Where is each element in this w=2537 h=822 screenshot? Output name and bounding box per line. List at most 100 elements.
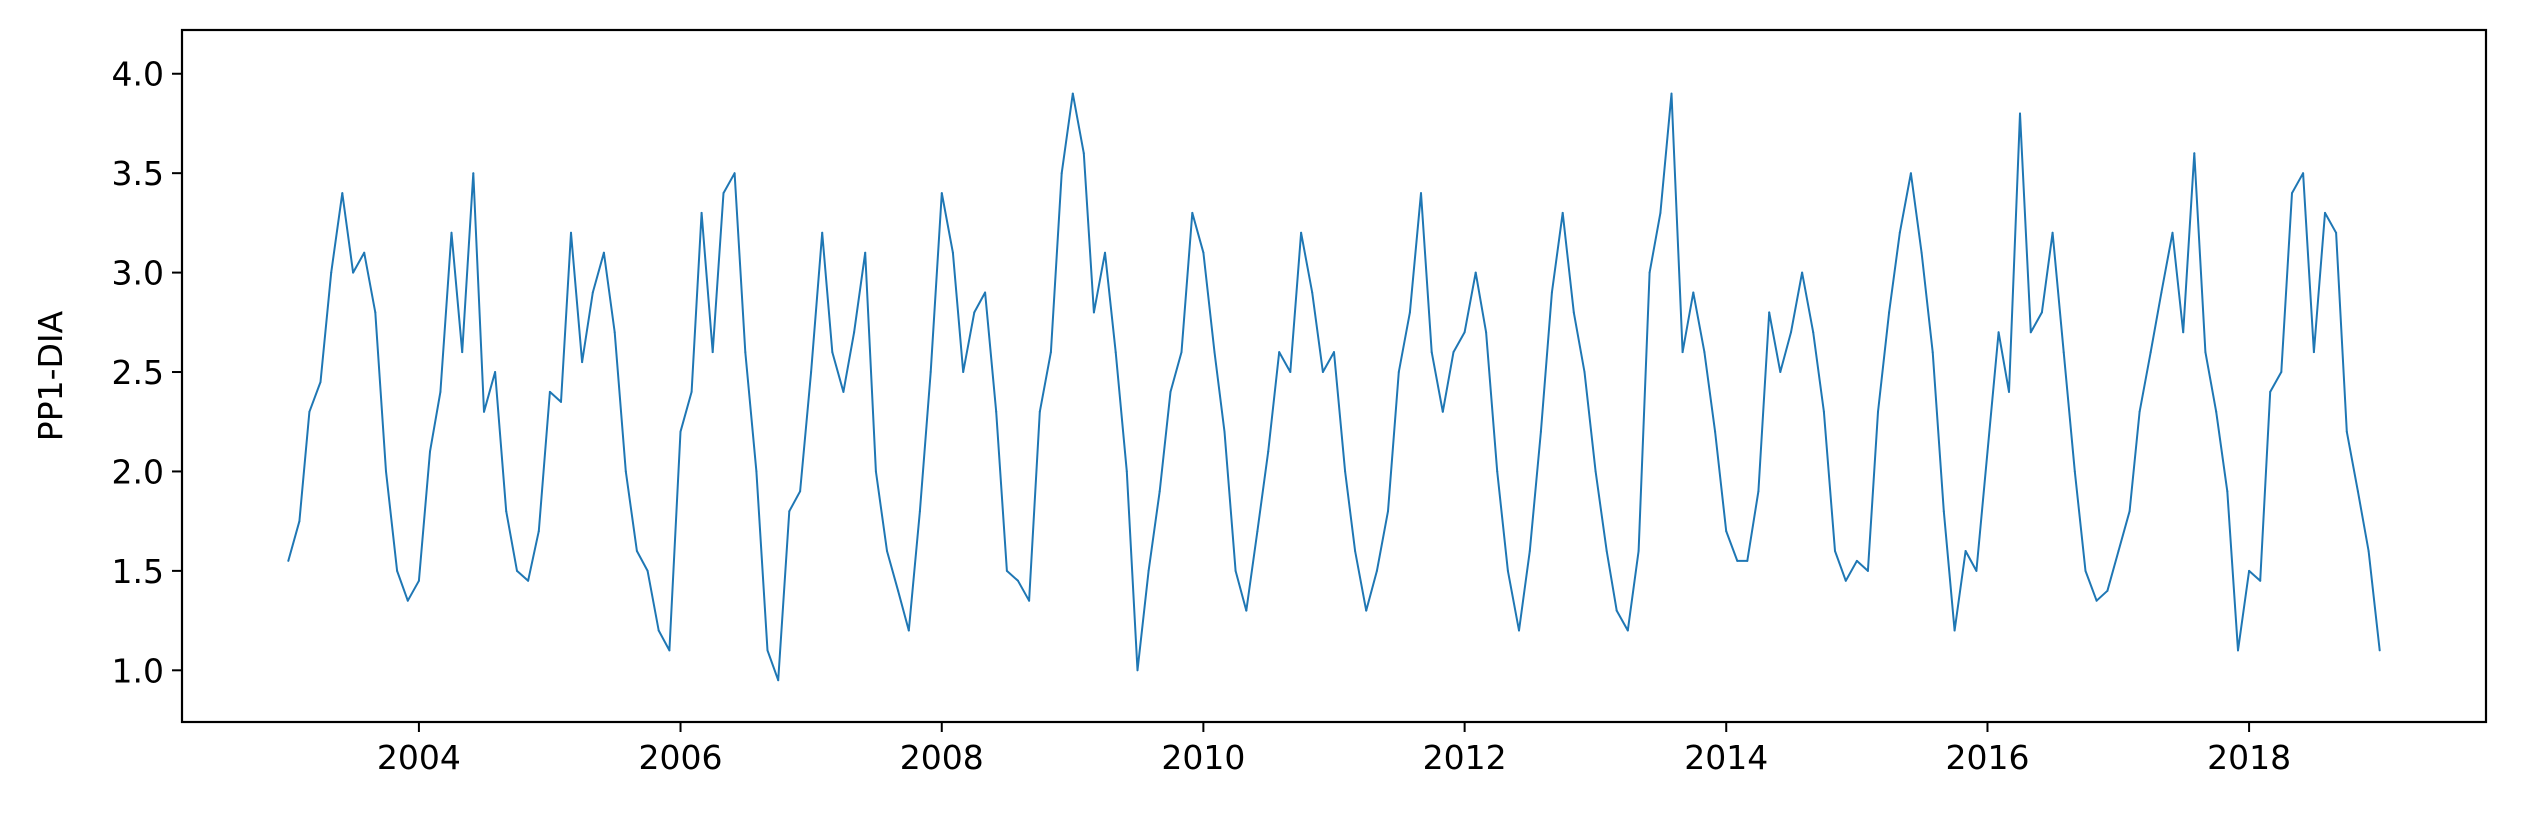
data-point <box>1136 669 1139 672</box>
data-point <box>2149 351 2152 354</box>
data-point <box>2029 331 2032 334</box>
data-point <box>429 450 431 453</box>
data-point <box>1703 351 1706 354</box>
data-point <box>1605 550 1608 552</box>
data-point <box>1213 351 1216 354</box>
x-tick-label: 2010 <box>1161 738 1245 777</box>
data-point <box>799 490 802 493</box>
data-point <box>461 351 464 354</box>
data-point <box>2367 550 2370 552</box>
x-tick-label: 2016 <box>1945 738 2029 777</box>
data-point <box>2226 490 2229 493</box>
data-point <box>2040 311 2043 314</box>
data-point <box>2051 231 2054 234</box>
data-point <box>733 172 736 175</box>
y-tick-label: 3.0 <box>112 254 164 293</box>
y-tick-label: 1.0 <box>112 651 164 690</box>
data-point <box>1321 371 1324 373</box>
data-point <box>1180 351 1183 354</box>
data-point <box>711 351 714 354</box>
data-point <box>1060 172 1063 175</box>
data-point <box>1986 450 1989 453</box>
data-point <box>810 371 813 373</box>
data-point <box>527 579 530 582</box>
data-point <box>1354 550 1357 552</box>
data-point <box>744 351 747 354</box>
data-point <box>1681 351 1684 354</box>
data-point <box>1344 470 1347 473</box>
data-point <box>352 271 355 274</box>
data-point <box>1092 311 1095 314</box>
data-point <box>591 291 594 294</box>
data-point <box>1506 569 1509 572</box>
data-point <box>1267 450 1270 453</box>
data-point <box>1256 530 1259 533</box>
data-point <box>1920 251 1923 254</box>
data-point <box>1408 311 1411 314</box>
data-point <box>679 430 682 433</box>
data-point <box>1790 331 1792 334</box>
x-tick-label: 2012 <box>1423 738 1507 777</box>
data-point <box>766 649 769 652</box>
data-point <box>821 231 824 234</box>
data-point <box>1518 629 1520 632</box>
data-point <box>853 331 856 334</box>
data-point <box>613 331 616 334</box>
data-point <box>1191 211 1194 214</box>
data-point <box>1278 351 1281 354</box>
data-point <box>1104 251 1106 254</box>
data-point <box>1768 311 1771 314</box>
data-point <box>995 410 998 413</box>
y-tick-label: 3.5 <box>112 154 164 193</box>
data-point <box>1158 490 1161 493</box>
data-point <box>1365 609 1368 612</box>
data-point <box>1648 271 1651 274</box>
data-point <box>929 371 932 373</box>
data-point <box>635 550 638 552</box>
data-point <box>2117 550 2120 552</box>
data-point <box>1474 271 1477 274</box>
data-point <box>1725 530 1728 533</box>
data-point <box>1539 430 1542 433</box>
data-point <box>483 410 485 413</box>
data-point <box>1670 92 1673 95</box>
data-point <box>1572 311 1575 314</box>
data-point <box>755 470 758 473</box>
data-point <box>1245 609 1248 612</box>
data-point <box>1812 331 1815 334</box>
y-tick-label: 1.5 <box>112 552 164 591</box>
data-point <box>1866 569 1869 572</box>
data-point <box>907 629 910 632</box>
y-tick-label: 4.0 <box>112 55 164 94</box>
data-point <box>516 569 518 572</box>
data-point <box>581 361 584 364</box>
data-point <box>1736 559 1739 562</box>
data-point <box>1975 569 1978 572</box>
data-point <box>1692 291 1695 294</box>
data-point <box>1125 470 1128 473</box>
data-point <box>831 351 834 354</box>
data-point <box>2280 371 2283 373</box>
data-point <box>2302 172 2305 175</box>
data-point <box>1005 569 1008 572</box>
data-point <box>2204 351 2207 354</box>
data-point <box>1441 410 1444 413</box>
data-point <box>864 251 867 254</box>
data-point <box>1844 579 1847 582</box>
data-point <box>842 390 845 393</box>
data-point <box>417 579 420 582</box>
data-point <box>1583 371 1586 373</box>
data-point <box>2182 331 2185 334</box>
data-point <box>560 400 562 403</box>
data-point <box>1997 331 2000 334</box>
data-point <box>1822 410 1825 413</box>
data-point <box>2019 112 2021 115</box>
data-point <box>494 371 497 373</box>
data-point <box>1430 351 1433 354</box>
data-point <box>1801 271 1804 274</box>
data-point <box>722 192 725 195</box>
data-point <box>2324 211 2326 214</box>
data-point <box>2215 410 2218 413</box>
data-point <box>2128 510 2131 513</box>
data-point <box>330 271 333 274</box>
